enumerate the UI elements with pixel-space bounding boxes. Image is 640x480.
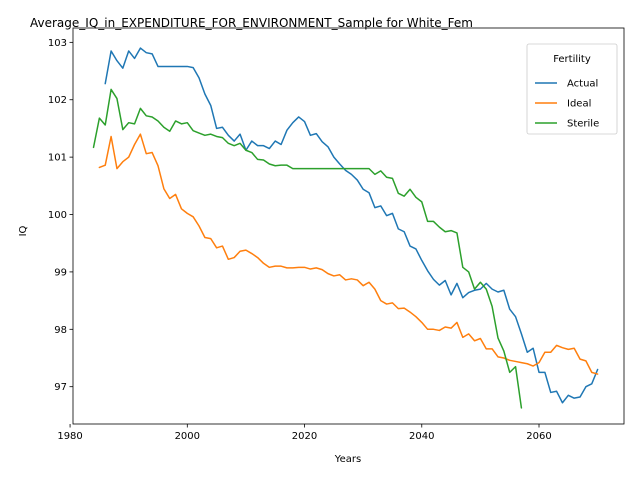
y-tick-label: 101 [48, 153, 67, 164]
legend: Fertility Actual Ideal Sterile [526, 43, 618, 135]
y-axis-label: IQ [18, 225, 29, 236]
series-line-actual [104, 47, 599, 404]
y-tick-label: 100 [48, 210, 67, 221]
x-tick-label: 2040 [409, 431, 434, 442]
plot-area: 1980 2000 2020 2040 2060 97 98 99 100 101 102 103 [48, 27, 625, 442]
legend-box [526, 43, 618, 135]
y-tick-label: 103 [48, 38, 67, 49]
x-tick-label: 1980 [57, 431, 82, 442]
y-tick-label: 98 [54, 325, 67, 336]
x-tick-label: 2060 [526, 431, 551, 442]
legend-label-ideal: Ideal [567, 99, 591, 110]
series-line-sterile [92, 88, 523, 409]
x-tick-label: 2020 [292, 431, 317, 442]
x-axis-label: Years [334, 454, 361, 465]
chart-title: Average_IQ_in_EXPENDITURE_FOR_ENVIRONMEN… [30, 16, 473, 30]
legend-title: Fertility [553, 54, 591, 65]
y-tick-label: 99 [54, 267, 67, 278]
plot-frame [72, 27, 625, 425]
x-tick-label: 2000 [175, 431, 200, 442]
series-line-ideal [98, 133, 599, 375]
legend-label-actual: Actual [567, 79, 598, 90]
legend-label-sterile: Sterile [567, 119, 599, 130]
y-tick-label: 102 [48, 95, 67, 106]
y-tick-label: 97 [54, 382, 67, 393]
